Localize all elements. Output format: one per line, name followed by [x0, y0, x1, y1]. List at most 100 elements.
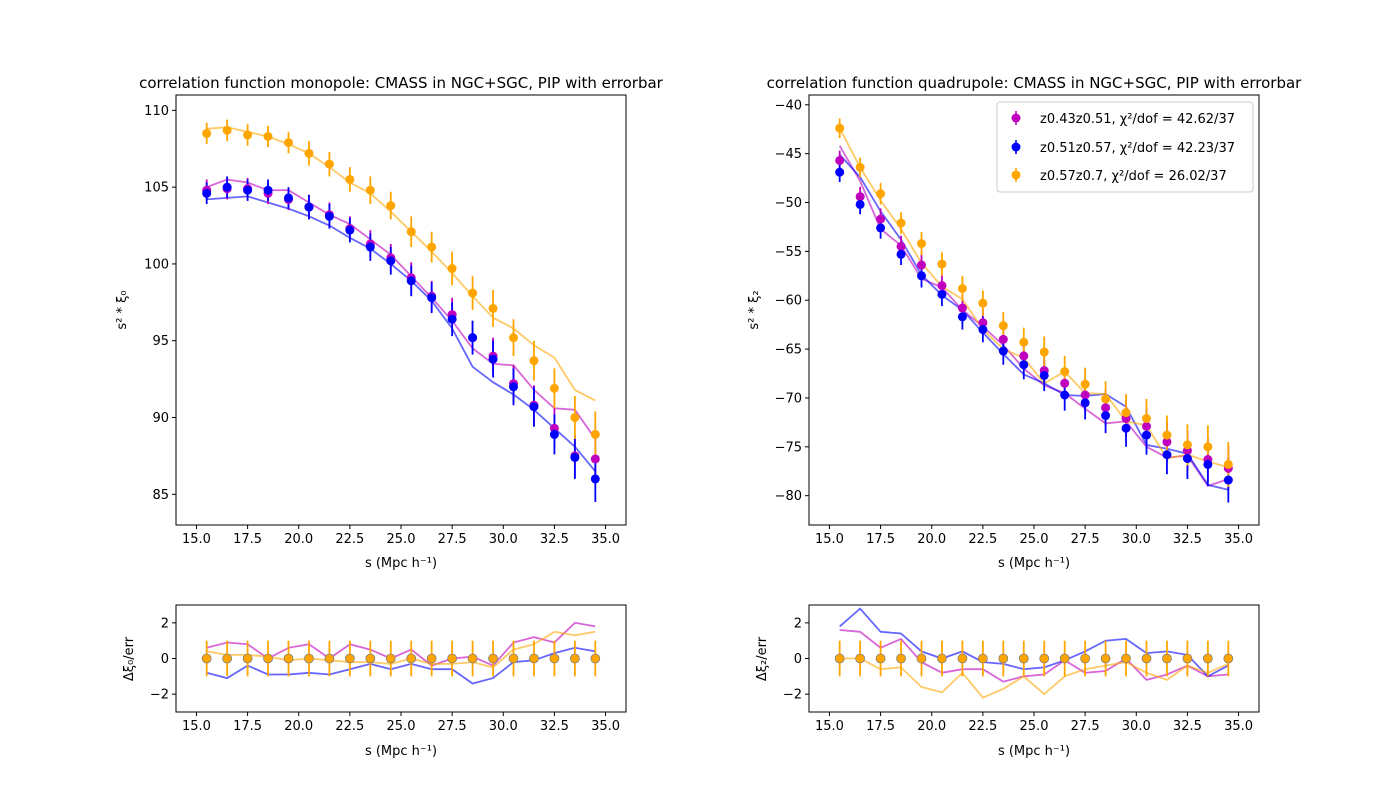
marker-series-2 [937, 289, 947, 299]
marker-series-3 [549, 383, 559, 393]
quadrupole-x-ticks: 15.0 17.5 20.0 22.5 25.0 27.5 30.0 32.5 35.0 [815, 525, 1253, 547]
residual-line-series-3 [839, 657, 1229, 699]
marker-series-3 [1142, 413, 1151, 423]
quadrupole-residual-y-label: Δξ₂/err [755, 636, 770, 681]
zero-marker [1162, 653, 1172, 664]
zero-marker [242, 653, 253, 664]
marker-series-3 [488, 303, 498, 313]
marker-series-2 [345, 225, 355, 235]
marker-series-2 [406, 276, 416, 286]
zero-marker [569, 653, 580, 664]
marker-series-3 [1203, 442, 1213, 452]
marker-series-3 [284, 138, 293, 148]
marker-series-3 [304, 148, 314, 158]
quadrupole-y-ticks: −40 −45 −50 −55 −60 −65 −70 −75 −80 [775, 98, 809, 504]
x-tick-label: 17.5 [233, 719, 262, 734]
marker-series-2 [957, 312, 967, 322]
x-tick-label: 30.0 [489, 719, 518, 734]
quadrupole-residual-lines [839, 607, 1229, 699]
residual-line-series-1 [839, 629, 1229, 683]
zero-marker [222, 653, 233, 664]
marker-series-2 [1039, 370, 1049, 380]
marker-series-2 [1101, 411, 1111, 421]
marker-series-3 [1019, 337, 1029, 347]
marker-series-3 [243, 130, 253, 140]
quadrupole-residual-x-ticks: 15.0 17.5 20.0 22.5 25.0 27.5 30.0 32.5 35.0 [815, 712, 1253, 734]
zero-marker [957, 653, 968, 664]
zero-marker [875, 653, 886, 664]
marker-series-1 [835, 155, 845, 165]
marker-series-1 [1080, 390, 1090, 400]
marker-series-3 [835, 123, 845, 133]
x-tick-label: 27.5 [1071, 719, 1100, 734]
marker-series-2 [978, 325, 988, 335]
x-tick-label: 20.0 [917, 532, 946, 547]
x-tick-label: 25.0 [387, 719, 416, 734]
quadrupole-residual-x-label: s (Mpc h⁻¹) [998, 744, 1070, 759]
marker-series-2 [488, 354, 498, 364]
zero-marker [467, 653, 478, 664]
legend-label-3: z0.57z0.7, χ²/dof = 26.02/37 [1040, 169, 1227, 184]
marker-series-3 [876, 189, 886, 199]
marker-series-1 [957, 303, 967, 313]
monopole-residual-y-label: Δξ₀/err [122, 636, 137, 681]
marker-series-2 [202, 188, 212, 198]
x-tick-label: 22.5 [968, 719, 997, 734]
marker-series-2 [549, 429, 559, 439]
zero-marker [1018, 653, 1029, 664]
zero-marker [385, 653, 396, 664]
zero-marker [937, 653, 947, 664]
marker-series-1 [1060, 378, 1070, 388]
zero-marker [508, 653, 519, 664]
marker-series-1 [855, 192, 865, 202]
legend-label-2: z0.51z0.57, χ²/dof = 42.23/37 [1040, 141, 1235, 156]
marker-series-2 [222, 182, 232, 192]
marker-series-3 [324, 159, 334, 169]
marker-series-3 [978, 298, 988, 308]
marker-series-3 [509, 333, 518, 343]
marker-series-2 [896, 249, 906, 259]
y-tick-label: −2 [150, 688, 169, 703]
x-tick-label: 20.0 [284, 719, 313, 734]
y-tick-label: −60 [775, 294, 802, 309]
marker-series-2 [855, 199, 865, 209]
marker-series-3 [1121, 408, 1131, 418]
x-tick-label: 20.0 [284, 532, 313, 547]
x-tick-label: 17.5 [866, 719, 895, 734]
x-tick-label: 20.0 [917, 719, 946, 734]
zero-marker [998, 653, 1009, 664]
zero-marker [896, 653, 906, 664]
marker-series-3 [855, 162, 865, 172]
y-tick-label: −45 [775, 147, 802, 162]
quadrupole-residual-markers [834, 653, 1234, 664]
marker-series-1 [1101, 403, 1111, 413]
zero-marker [916, 653, 927, 664]
x-tick-label: 25.0 [1020, 532, 1049, 547]
monopole-y-label: s² * ξ₀ [115, 290, 130, 329]
marker-series-1 [590, 454, 600, 464]
y-tick-label: −40 [775, 98, 802, 113]
y-tick-label: 105 [144, 181, 169, 196]
marker-series-2 [365, 242, 375, 252]
marker-series-3 [386, 201, 396, 211]
marker-series-2 [529, 402, 539, 412]
quadrupole-residual-axes-frame [808, 604, 1260, 713]
y-tick-label: −75 [775, 440, 802, 455]
marker-series-2 [876, 223, 886, 233]
y-tick-label: 0 [161, 652, 169, 667]
marker-series-2 [263, 185, 273, 195]
marker-series-2 [998, 346, 1008, 356]
marker-series-2 [1121, 423, 1131, 433]
marker-series-2 [1142, 430, 1151, 440]
marker-series-2 [386, 256, 396, 266]
marker-series-2 [917, 271, 926, 281]
y-tick-label: −70 [775, 391, 802, 406]
marker-series-3 [1182, 440, 1192, 450]
legend-box [996, 101, 1254, 193]
y-tick-label: −80 [775, 489, 802, 504]
zero-marker [1223, 653, 1234, 664]
marker-series-1 [1162, 437, 1172, 447]
x-tick-label: 17.5 [866, 532, 895, 547]
zero-marker [549, 653, 560, 664]
marker-series-2 [1080, 398, 1090, 408]
